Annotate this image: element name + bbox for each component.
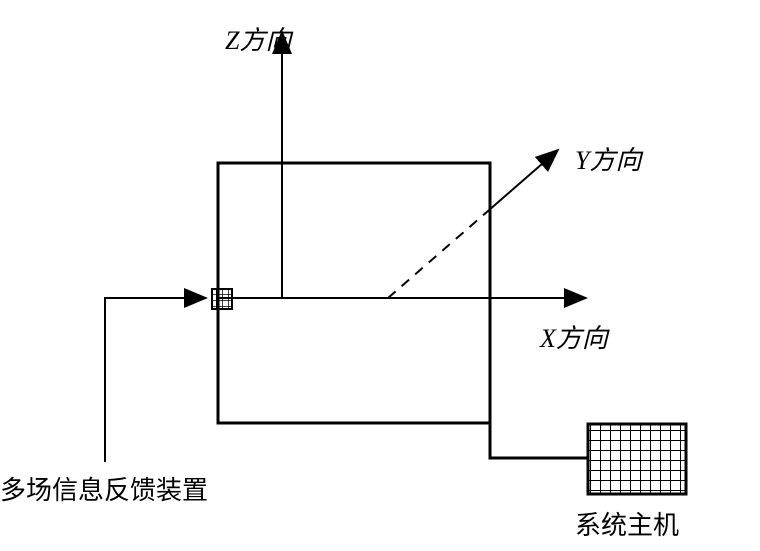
z-axis-label: Z方向 (225, 20, 291, 57)
main-box (218, 163, 490, 423)
diagram-canvas: Z方向 Y方向 X方向 多场信息反馈装置 系统主机 (0, 0, 760, 551)
host-box (588, 424, 686, 494)
sensor-box (212, 289, 232, 309)
y-axis-dashed (388, 211, 488, 298)
host-label: 系统主机 (575, 505, 679, 542)
x-axis-label: X方向 (540, 318, 608, 355)
host-connector (490, 423, 588, 458)
y-axis-label: Y方向 (575, 140, 641, 177)
sensor-label: 多场信息反馈装置 (0, 470, 208, 507)
sensor-callout-line (105, 298, 206, 462)
diagram-svg (0, 0, 760, 551)
y-axis (488, 150, 558, 211)
